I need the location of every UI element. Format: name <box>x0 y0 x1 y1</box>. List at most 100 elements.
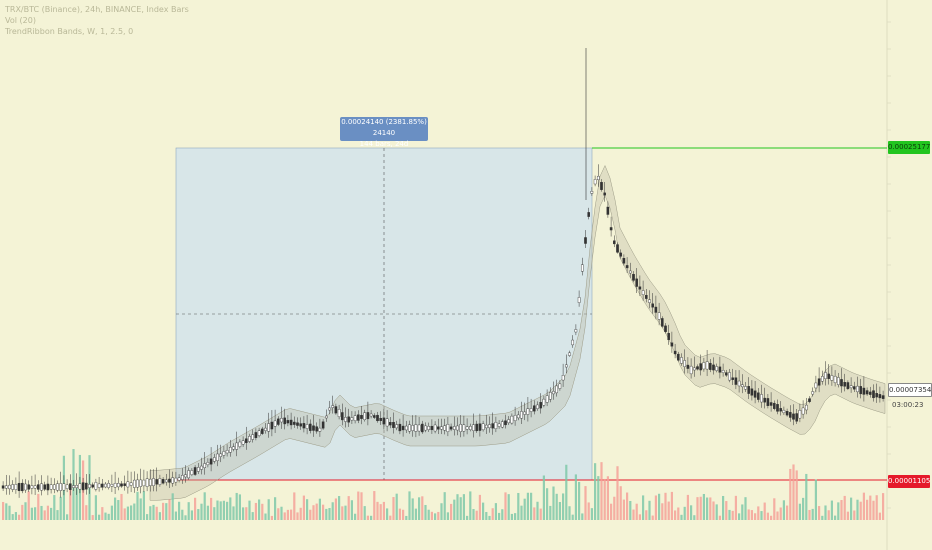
candle-body <box>321 421 325 429</box>
volume-bar <box>222 500 225 520</box>
volume-bar <box>296 512 299 520</box>
candle-body <box>299 423 303 427</box>
candle-body <box>744 386 747 390</box>
candle-body <box>187 470 191 479</box>
candle-body <box>472 424 475 431</box>
volume-bar <box>53 495 56 520</box>
volume-bar <box>750 510 753 520</box>
candle-body <box>305 424 309 429</box>
candle-body <box>235 442 239 450</box>
candle-body <box>606 206 610 215</box>
candle-body <box>21 482 24 492</box>
volume-bar <box>171 493 174 520</box>
volume-bar <box>334 498 337 520</box>
volume-bar <box>350 500 353 520</box>
volume-bar <box>526 492 529 520</box>
volume-bar <box>520 505 523 520</box>
candle-body <box>725 372 728 376</box>
candle-body <box>856 385 859 393</box>
volume-bar <box>107 513 110 520</box>
legend-indicator[interactable]: TrendRibbon Bands, W, 1, 2.5, 0 <box>5 27 134 36</box>
candle-body <box>651 303 654 308</box>
candle-body <box>440 426 443 430</box>
candle-body <box>827 373 830 379</box>
volume-bar <box>5 503 8 520</box>
candle-body <box>203 463 207 469</box>
volume-bar <box>482 502 485 520</box>
candle-body <box>526 408 530 415</box>
candle-body <box>62 483 66 491</box>
candle-body <box>443 425 447 431</box>
candle-body <box>353 415 357 421</box>
candle-body <box>389 422 392 426</box>
candle-body <box>228 447 232 453</box>
volume-bar <box>456 494 459 520</box>
candle-body <box>843 382 846 387</box>
volume-bar <box>850 497 853 520</box>
candle-body <box>859 386 862 395</box>
candle-body <box>801 407 805 415</box>
candle-body <box>277 418 280 425</box>
volume-bar <box>686 494 689 520</box>
candle-body <box>731 377 734 380</box>
candle-body <box>821 376 824 382</box>
volume-bar <box>562 493 565 520</box>
volume-bar <box>149 506 152 520</box>
candle-body <box>811 391 814 395</box>
candle-body <box>382 417 386 425</box>
legend-volume[interactable]: Vol (20) <box>5 16 36 25</box>
candle-body <box>232 446 235 450</box>
volume-bar <box>674 510 677 520</box>
volume-bar <box>434 513 437 520</box>
volume-bar <box>293 492 296 520</box>
candle-body <box>120 483 123 487</box>
candle-body <box>91 484 94 488</box>
candle-body <box>347 416 351 423</box>
candle-body <box>824 372 827 379</box>
candle-body <box>254 432 258 439</box>
candle-body <box>728 372 731 381</box>
volume-bar <box>766 512 769 520</box>
volume-bar <box>568 506 571 520</box>
candle-body <box>53 484 56 490</box>
candle-body <box>494 422 498 430</box>
candle-body <box>302 423 306 429</box>
volume-bar <box>110 505 113 520</box>
volume-bar <box>114 497 117 520</box>
candle-body <box>424 425 427 431</box>
candle-body <box>686 364 690 369</box>
candle-body <box>680 357 683 364</box>
volume-bar <box>94 495 97 520</box>
high-price-tag: 0.00025177 <box>888 141 930 154</box>
candle-body <box>629 270 632 274</box>
volume-bar <box>667 501 670 520</box>
volume-bar <box>101 507 104 520</box>
candle-body <box>417 424 421 432</box>
candle-body <box>244 438 248 443</box>
volume-bar <box>594 463 597 520</box>
candle-body <box>337 409 341 417</box>
volume-bar <box>581 513 584 520</box>
volume-bar <box>555 493 558 520</box>
candle-body <box>574 329 578 333</box>
candle-body <box>68 483 72 490</box>
legend-symbol[interactable]: TRX/BTC (Binance), 24h, BINANCE, Index B… <box>5 5 189 14</box>
candle-body <box>81 482 85 491</box>
volume-bar <box>142 491 145 520</box>
candle-body <box>113 482 117 488</box>
volume-bar <box>862 492 865 520</box>
candle-body <box>779 408 782 412</box>
volume-bar <box>485 511 488 520</box>
candle-body <box>654 306 658 313</box>
volume-bar <box>75 485 78 520</box>
candle-body <box>795 413 798 422</box>
bar-countdown: 03:00:23 <box>892 401 924 409</box>
volume-bar <box>283 512 286 520</box>
volume-bar <box>98 514 101 520</box>
volume-bar <box>811 508 814 520</box>
candle-body <box>571 339 574 346</box>
candle-body <box>481 423 485 431</box>
candle-body <box>549 392 552 400</box>
